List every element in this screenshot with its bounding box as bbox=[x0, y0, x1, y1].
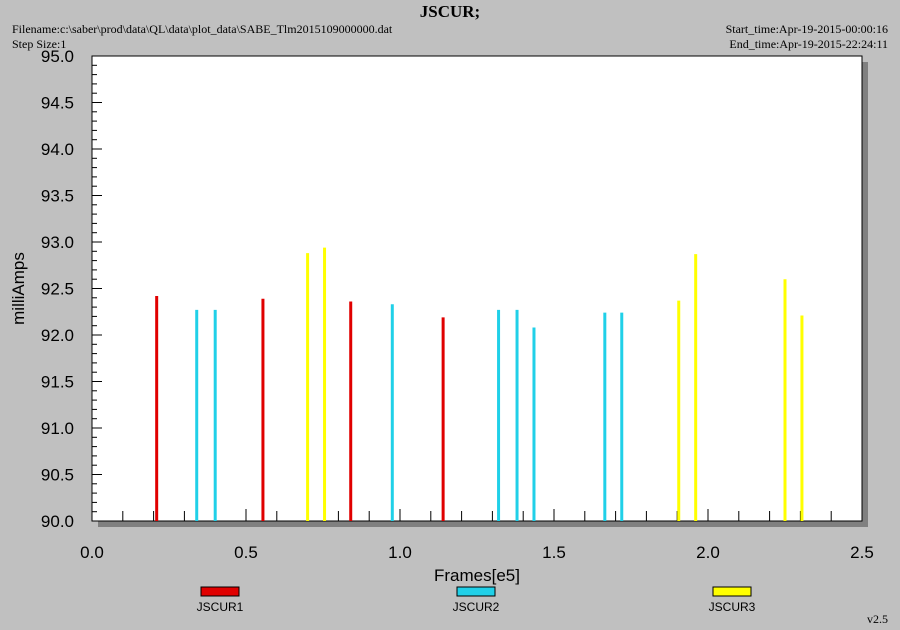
x-axis-label: Frames[e5] bbox=[434, 566, 520, 585]
legend-label-jscur3: JSCUR3 bbox=[709, 600, 756, 614]
x-tick-label: 2.0 bbox=[696, 543, 720, 562]
y-tick-label: 94.0 bbox=[41, 140, 74, 159]
x-tick-label: 0.5 bbox=[234, 543, 258, 562]
legend-label-jscur2: JSCUR2 bbox=[453, 600, 500, 614]
y-tick-label: 92.5 bbox=[41, 280, 74, 299]
x-tick-label: 0.0 bbox=[80, 543, 104, 562]
step-size-label: Step Size:1 bbox=[12, 37, 67, 51]
legend-swatch-jscur2 bbox=[456, 586, 496, 597]
y-tick-label: 90.5 bbox=[41, 466, 74, 485]
x-tick-label: 1.0 bbox=[388, 543, 412, 562]
legend-label-jscur1: JSCUR1 bbox=[197, 600, 244, 614]
start-time-label: Start_time:Apr-19-2015-00:00:16 bbox=[725, 22, 888, 36]
y-tick-label: 91.0 bbox=[41, 419, 74, 438]
y-tick-label: 95.0 bbox=[41, 47, 74, 66]
y-tick-label: 93.5 bbox=[41, 187, 74, 206]
y-tick-label: 91.5 bbox=[41, 373, 74, 392]
y-tick-label: 93.0 bbox=[41, 233, 74, 252]
plot-area bbox=[91, 55, 863, 522]
x-tick-label: 2.5 bbox=[850, 543, 874, 562]
y-tick-label: 90.0 bbox=[41, 512, 74, 531]
filename-label: Filename:c:\saber\prod\data\QL\data\plot… bbox=[12, 22, 393, 36]
y-tick-label: 92.0 bbox=[41, 326, 74, 345]
y-axis-label: milliAmps bbox=[9, 252, 28, 325]
x-tick-label: 1.5 bbox=[542, 543, 566, 562]
chart-title: JSCUR; bbox=[419, 2, 481, 21]
end-time-label: End_time:Apr-19-2015-22:24:11 bbox=[729, 37, 888, 51]
legend-swatch-jscur1 bbox=[200, 586, 240, 597]
version-label: v2.5 bbox=[867, 612, 888, 626]
y-tick-label: 94.5 bbox=[41, 94, 74, 113]
legend-swatch-jscur3 bbox=[712, 586, 752, 597]
